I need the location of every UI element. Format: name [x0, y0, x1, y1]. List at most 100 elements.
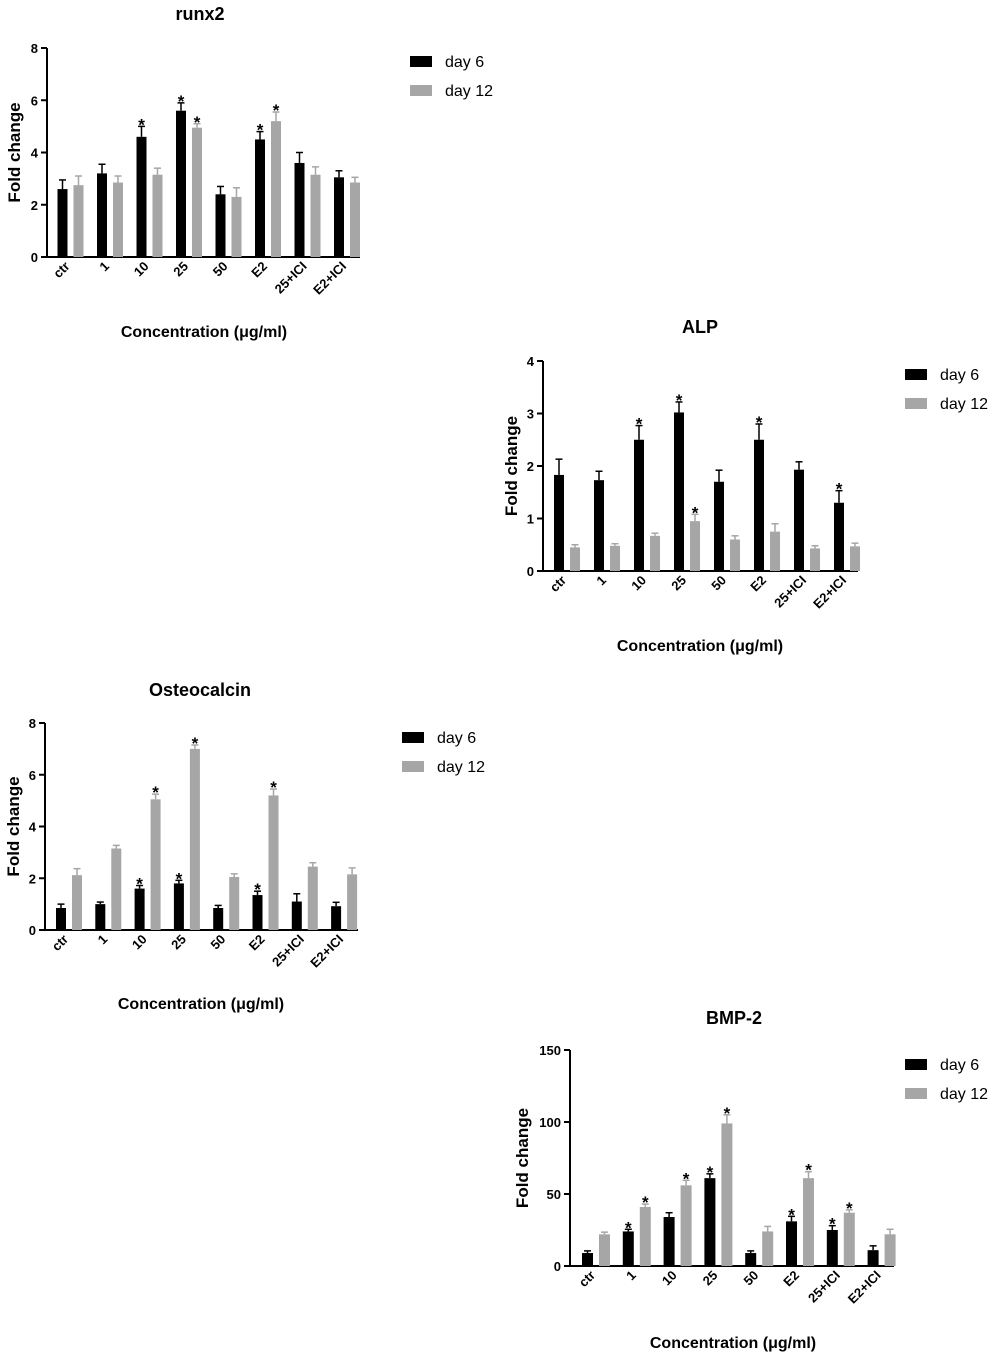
bmp2-x-tick-label: ctr [576, 1268, 598, 1290]
runx2-significance-star: * [273, 101, 280, 120]
alp-legend-swatch-day6 [905, 369, 927, 380]
bmp2-significance-star: * [642, 1193, 649, 1212]
runx2-bar-day6 [334, 177, 344, 257]
runx2-significance-star: * [178, 92, 185, 111]
bmp2-panel: BMP-2 0 50 100 150 Fold change ctr * * 1 * 10 * * 25 50… [513, 1008, 988, 1352]
runx2-significance-star: * [194, 113, 201, 132]
bmp2-bar-day12 [762, 1231, 774, 1266]
runx2-bar-day6 [255, 139, 265, 257]
alp-y-tick-label: 1 [527, 512, 534, 527]
alp-bar-day6 [714, 481, 724, 571]
runx2-x-tick-label: 50 [210, 259, 231, 280]
runx2-bar-day12 [350, 182, 360, 257]
alp-bar-day6 [754, 439, 764, 571]
runx2-ylabel: Fold change [5, 102, 24, 202]
runx2-legend-label-day12: day 12 [445, 83, 493, 100]
alp-bar-day6 [834, 502, 844, 571]
alp-bar-day12 [810, 548, 820, 571]
osteocalcin-significance-star: * [192, 734, 199, 753]
bmp2-y-tick-label: 150 [539, 1043, 561, 1058]
runx2-x-tick-label: E2 [248, 259, 270, 281]
runx2-bar-day6 [294, 162, 305, 257]
bmp2-y-tick-label: 0 [554, 1259, 561, 1274]
bmp2-bar-day6 [826, 1230, 838, 1266]
alp-x-tick-label: 25+ICI [771, 573, 809, 611]
bmp2-bar-day12 [843, 1212, 855, 1266]
runx2-legend-swatch-day6 [410, 56, 432, 67]
osteocalcin-bar-day6 [134, 888, 145, 930]
bmp2-bar-day12 [599, 1234, 610, 1266]
alp-y-tick-label: 4 [527, 354, 535, 369]
alp-significance-star: * [676, 391, 683, 410]
bmp2-x-tick-label: 1 [623, 1268, 639, 1284]
osteocalcin-bar-day12 [189, 748, 200, 930]
runx2-x-tick-label: 10 [131, 259, 152, 280]
bmp2-x-tick-label: E2 [780, 1268, 802, 1290]
osteocalcin-significance-star: * [136, 874, 143, 893]
osteocalcin-bar-day6 [95, 904, 106, 930]
osteocalcin-significance-star: * [270, 778, 277, 797]
bmp2-significance-star: * [707, 1163, 714, 1182]
osteocalcin-bar-day6 [56, 908, 66, 930]
runx2-bar-day6 [97, 173, 107, 257]
osteocalcin-bar-day12 [307, 866, 318, 930]
runx2-bar-day12 [231, 196, 242, 257]
osteocalcin-bar-day12 [268, 795, 279, 930]
alp-significance-star: * [636, 415, 643, 434]
osteocalcin-y-tick-label: 0 [29, 923, 36, 938]
bmp2-y-tick-label: 50 [547, 1187, 561, 1202]
osteocalcin-y-tick-label: 4 [29, 820, 37, 835]
bmp2-x-tick-label: 25 [700, 1268, 721, 1289]
alp-x-tick-label: ctr [547, 573, 569, 595]
osteocalcin-x-tick-label: E2 [246, 932, 268, 954]
runx2-significance-star: * [138, 115, 145, 134]
osteocalcin-x-tick-label: 25+ICI [269, 932, 307, 970]
osteocalcin-x-tick-label: 10 [129, 932, 150, 953]
osteocalcin-title: Osteocalcin [149, 680, 251, 700]
bmp2-significance-star: * [788, 1205, 795, 1224]
bmp2-x-tick-label: 10 [659, 1268, 680, 1289]
bmp2-bar-day6 [663, 1217, 675, 1266]
bmp2-significance-star: * [846, 1199, 853, 1218]
runx2-legend-swatch-day12 [410, 85, 432, 96]
osteocalcin-xlabel: Concentration (μg/ml) [118, 996, 284, 1013]
osteocalcin-bar-day6 [213, 908, 224, 930]
alp-y-tick-label: 2 [527, 459, 534, 474]
bmp2-x-tick-label: 25+ICI [805, 1268, 843, 1306]
alp-x-tick-label: 50 [708, 573, 729, 594]
runx2-bar-day6 [176, 110, 186, 257]
osteocalcin-bar-day12 [72, 875, 82, 930]
runx2-bar-day6 [215, 194, 226, 257]
runx2-bar-day6 [57, 189, 68, 257]
alp-bar-day6 [794, 469, 804, 571]
osteocalcin-bar-day12 [347, 874, 358, 930]
runx2-x-tick-label: 1 [96, 259, 112, 275]
alp-x-tick-label: 10 [628, 573, 649, 594]
osteocalcin-legend-label-day12: day 12 [437, 759, 485, 776]
runx2-bar-day12 [271, 121, 281, 258]
alp-panel: ALP 0 1 2 3 4 Fold change ctr 1 * 10 * * 25 50 * E2 25+IC… [502, 317, 988, 655]
bmp2-significance-star: * [805, 1161, 812, 1180]
alp-x-tick-label: E2 [747, 573, 769, 595]
bmp2-bar-day12 [884, 1234, 896, 1266]
bmp2-bar-day12 [721, 1123, 733, 1266]
bmp2-x-tick-label: E2+ICI [845, 1268, 884, 1307]
bmp2-bar-day12 [803, 1178, 814, 1266]
runx2-bar-day12 [113, 182, 123, 257]
osteocalcin-bar-day6 [331, 906, 342, 930]
alp-ylabel: Fold change [502, 416, 521, 516]
osteocalcin-y-tick-label: 2 [29, 871, 36, 886]
osteocalcin-bar-day6 [252, 895, 263, 930]
osteocalcin-bar-day12 [111, 848, 122, 930]
bmp2-bar-day6 [786, 1221, 797, 1266]
alp-bar-day6 [554, 474, 564, 571]
bmp2-ylabel: Fold change [513, 1108, 532, 1208]
alp-bar-day12 [730, 539, 740, 571]
runx2-bar-day6 [136, 136, 147, 257]
alp-bar-day12 [650, 535, 660, 571]
osteocalcin-bar-day12 [150, 799, 161, 930]
osteocalcin-bar-day12 [229, 876, 240, 930]
bmp2-bar-day6 [867, 1250, 879, 1266]
runx2-x-tick-label: ctr [50, 259, 72, 281]
